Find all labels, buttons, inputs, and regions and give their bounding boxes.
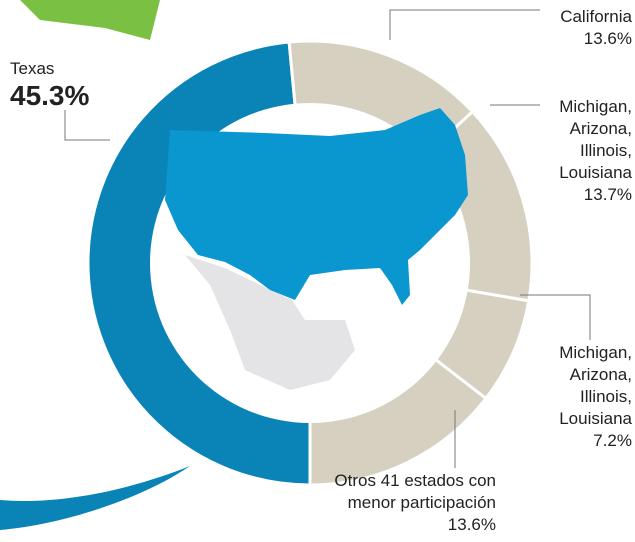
category-label: California bbox=[560, 7, 632, 26]
us-map bbox=[165, 108, 468, 305]
label-california: California 13.6% bbox=[500, 6, 632, 50]
label-others: Otros 41 estados con menor participación… bbox=[290, 470, 496, 536]
value-label: 7.2% bbox=[593, 431, 632, 450]
green-arrow bbox=[20, 0, 160, 40]
mexico-map bbox=[185, 255, 355, 390]
category-label: Texas bbox=[10, 59, 55, 78]
value-label: 13.7% bbox=[583, 185, 632, 204]
label-group-1: Michigan, Arizona, Illinois, Louisiana 1… bbox=[540, 96, 632, 206]
blue-swoosh bbox=[0, 466, 190, 530]
category-label: Michigan, Arizona, Illinois, Louisiana bbox=[559, 97, 632, 182]
value-label: 45.3% bbox=[10, 80, 90, 111]
category-label: Otros 41 estados con menor participación bbox=[334, 471, 496, 512]
leader-lines bbox=[64, 9, 591, 468]
value-label: 13.6% bbox=[447, 515, 496, 534]
category-label: Michigan, Arizona, Illinois, Louisiana bbox=[559, 343, 632, 428]
label-group-2: Michigan, Arizona, Illinois, Louisiana 7… bbox=[540, 342, 632, 452]
label-texas: Texas 45.3% bbox=[10, 58, 120, 112]
value-label: 13.6% bbox=[583, 29, 632, 48]
